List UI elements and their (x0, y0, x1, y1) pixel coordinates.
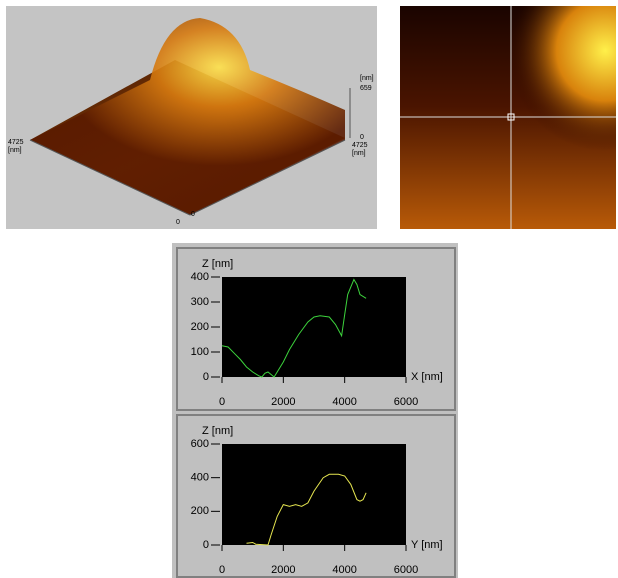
y-tick-label: 400 (191, 271, 209, 283)
y-axis-label: Z [nm] (202, 425, 233, 437)
y-tick-label: 200 (191, 321, 209, 333)
x-tick-label: 4000 (332, 564, 356, 576)
y-axis-label: Z [nm] (202, 258, 233, 270)
surface-label: 4725 (352, 142, 368, 149)
surface-label: 0 (176, 219, 180, 226)
y-tick-label: 0 (203, 539, 209, 551)
surface-label: [nm] (352, 150, 366, 157)
screen: 4725 [nm] [nm] 659 0 4725 [nm] 0 0 Z [nm… (0, 0, 618, 578)
x-tick-label: 6000 (394, 396, 418, 408)
surface-label: 0 (191, 211, 195, 218)
x-tick-label: 0 (219, 564, 225, 576)
x-tick-label: 2000 (271, 564, 295, 576)
surface-label: [nm] (8, 147, 22, 154)
y-tick-label: 400 (191, 472, 209, 484)
surface-label: 0 (360, 134, 364, 141)
x-tick-label: 0 (219, 396, 225, 408)
x-axis-label: X [nm] (411, 371, 443, 383)
x-tick-label: 2000 (271, 396, 295, 408)
page: 4725 [nm] [nm] 659 0 4725 [nm] 0 0 Z [nm… (0, 0, 618, 578)
x-tick-label: 6000 (394, 564, 418, 576)
y-tick-label: 300 (191, 296, 209, 308)
plot-area (222, 444, 406, 545)
y-tick-label: 200 (191, 505, 209, 517)
surface-label: [nm] (360, 75, 374, 82)
y-tick-label: 100 (191, 346, 209, 358)
x-tick-label: 4000 (332, 396, 356, 408)
y-tick-label: 0 (203, 371, 209, 383)
y-tick-label: 600 (191, 438, 209, 450)
x-axis-label: Y [nm] (411, 539, 443, 551)
surface-label: 659 (360, 85, 372, 92)
plot-area (222, 277, 406, 377)
surface-label: 4725 (8, 139, 24, 146)
